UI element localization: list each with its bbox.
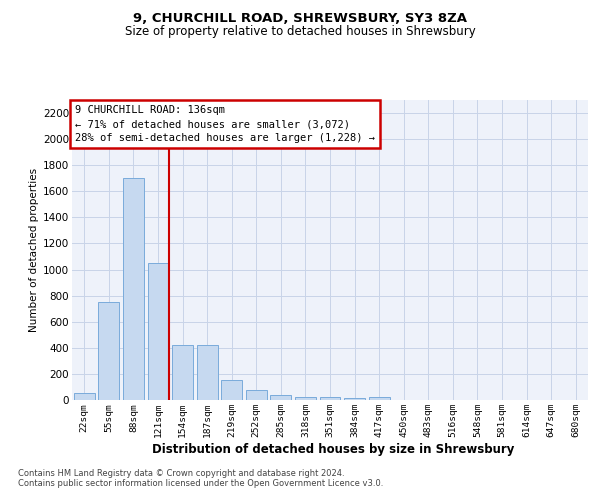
Bar xyxy=(197,345,218,400)
Y-axis label: Number of detached properties: Number of detached properties xyxy=(29,168,39,332)
Bar xyxy=(368,398,389,400)
Text: Size of property relative to detached houses in Shrewsbury: Size of property relative to detached ho… xyxy=(125,25,475,38)
Bar xyxy=(98,302,119,400)
Bar xyxy=(172,345,193,400)
Bar xyxy=(74,394,95,400)
Text: Contains HM Land Registry data © Crown copyright and database right 2024.: Contains HM Land Registry data © Crown c… xyxy=(18,468,344,477)
Text: 9, CHURCHILL ROAD, SHREWSBURY, SY3 8ZA: 9, CHURCHILL ROAD, SHREWSBURY, SY3 8ZA xyxy=(133,12,467,26)
Text: Distribution of detached houses by size in Shrewsbury: Distribution of detached houses by size … xyxy=(152,442,514,456)
Bar xyxy=(295,396,316,400)
Bar xyxy=(123,178,144,400)
Bar xyxy=(344,398,365,400)
Bar xyxy=(148,263,169,400)
Text: Contains public sector information licensed under the Open Government Licence v3: Contains public sector information licen… xyxy=(18,478,383,488)
Bar xyxy=(271,396,292,400)
Text: 9 CHURCHILL ROAD: 136sqm
← 71% of detached houses are smaller (3,072)
28% of sem: 9 CHURCHILL ROAD: 136sqm ← 71% of detach… xyxy=(75,105,375,143)
Bar xyxy=(320,398,340,400)
Bar xyxy=(221,380,242,400)
Bar xyxy=(246,390,267,400)
